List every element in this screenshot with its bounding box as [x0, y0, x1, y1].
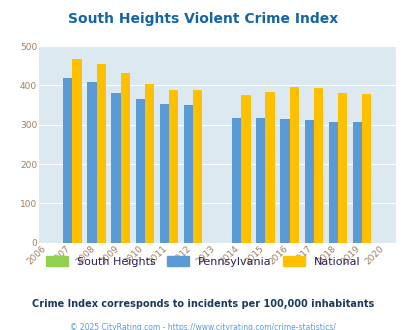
Bar	[352, 122, 361, 243]
Text: © 2025 CityRating.com - https://www.cityrating.com/crime-statistics/: © 2025 CityRating.com - https://www.city…	[70, 323, 335, 330]
Bar	[135, 99, 145, 243]
Bar	[328, 122, 337, 243]
Bar	[280, 119, 289, 243]
Text: Crime Index corresponds to incidents per 100,000 inhabitants: Crime Index corresponds to incidents per…	[32, 299, 373, 309]
Bar	[183, 105, 193, 243]
Bar	[96, 64, 105, 243]
Bar	[289, 87, 298, 243]
Bar	[111, 93, 120, 243]
Bar	[241, 95, 250, 243]
Bar	[193, 90, 202, 243]
Bar	[361, 94, 370, 243]
Bar	[168, 90, 178, 243]
Bar	[159, 104, 168, 243]
Legend: South Heights, Pennsylvania, National: South Heights, Pennsylvania, National	[46, 256, 359, 267]
Text: South Heights Violent Crime Index: South Heights Violent Crime Index	[68, 12, 337, 25]
Bar	[63, 79, 72, 243]
Bar	[72, 59, 81, 243]
Bar	[265, 92, 274, 243]
Bar	[337, 93, 346, 243]
Bar	[145, 83, 153, 243]
Bar	[232, 118, 241, 243]
Bar	[87, 82, 96, 243]
Bar	[120, 73, 130, 243]
Bar	[256, 118, 265, 243]
Bar	[313, 88, 322, 243]
Bar	[304, 120, 313, 243]
